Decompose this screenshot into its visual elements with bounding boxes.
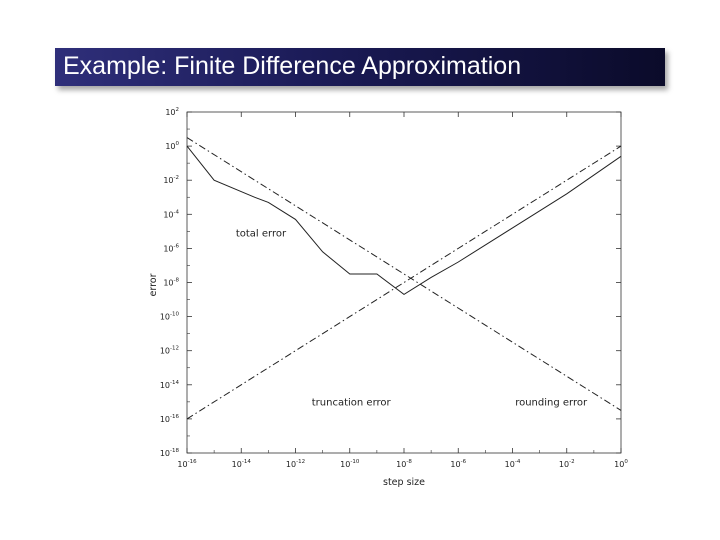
annotation-total-error: total error bbox=[236, 228, 287, 239]
x-tick-label: 10-16 bbox=[177, 459, 197, 469]
y-tick-label: 10-16 bbox=[160, 414, 180, 424]
x-tick-label: 10-2 bbox=[559, 459, 575, 469]
total-error-line bbox=[186, 145, 622, 296]
y-tick-label: 10-12 bbox=[160, 346, 179, 356]
y-tick-label: 10-18 bbox=[160, 448, 180, 458]
x-tick-label: 10-12 bbox=[286, 459, 305, 469]
annotations: total error truncation error rounding erro… bbox=[236, 228, 588, 408]
x-tick-label: 10-8 bbox=[396, 459, 412, 469]
y-tick-label: 10-14 bbox=[160, 380, 180, 390]
y-tick-label: 100 bbox=[165, 141, 179, 151]
x-tick-label: 10-14 bbox=[232, 459, 252, 469]
annotation-rounding-error: rounding error bbox=[515, 397, 588, 408]
axis-ticks: 10-16 10-14 10-12 10-10 10-8 10-6 10-4 10-2 100 1… bbox=[160, 107, 629, 469]
y-tick-label: 10-6 bbox=[163, 243, 179, 253]
y-tick-label: 10-2 bbox=[163, 175, 179, 185]
y-tick-label: 10-4 bbox=[163, 209, 179, 219]
slide-title: Example: Finite Difference Approximation bbox=[63, 52, 522, 80]
x-tick-label: 10-4 bbox=[505, 459, 521, 469]
y-tick-label: 102 bbox=[165, 107, 179, 117]
truncation-error-line bbox=[186, 145, 622, 420]
x-tick-label: 100 bbox=[614, 459, 628, 469]
annotation-truncation-error: truncation error bbox=[312, 397, 392, 408]
y-tick-label: 10-10 bbox=[160, 312, 180, 322]
x-tick-label: 10-10 bbox=[340, 459, 360, 469]
x-tick-label: 10-6 bbox=[450, 459, 466, 469]
title-bar: Example: Finite Difference Approximation bbox=[55, 48, 665, 86]
x-axis-label: step size bbox=[383, 477, 425, 488]
rounding-error-line bbox=[186, 137, 622, 411]
y-tick-label: 10-8 bbox=[163, 278, 179, 288]
series-lines bbox=[186, 137, 622, 420]
y-axis-label: error bbox=[148, 273, 159, 296]
